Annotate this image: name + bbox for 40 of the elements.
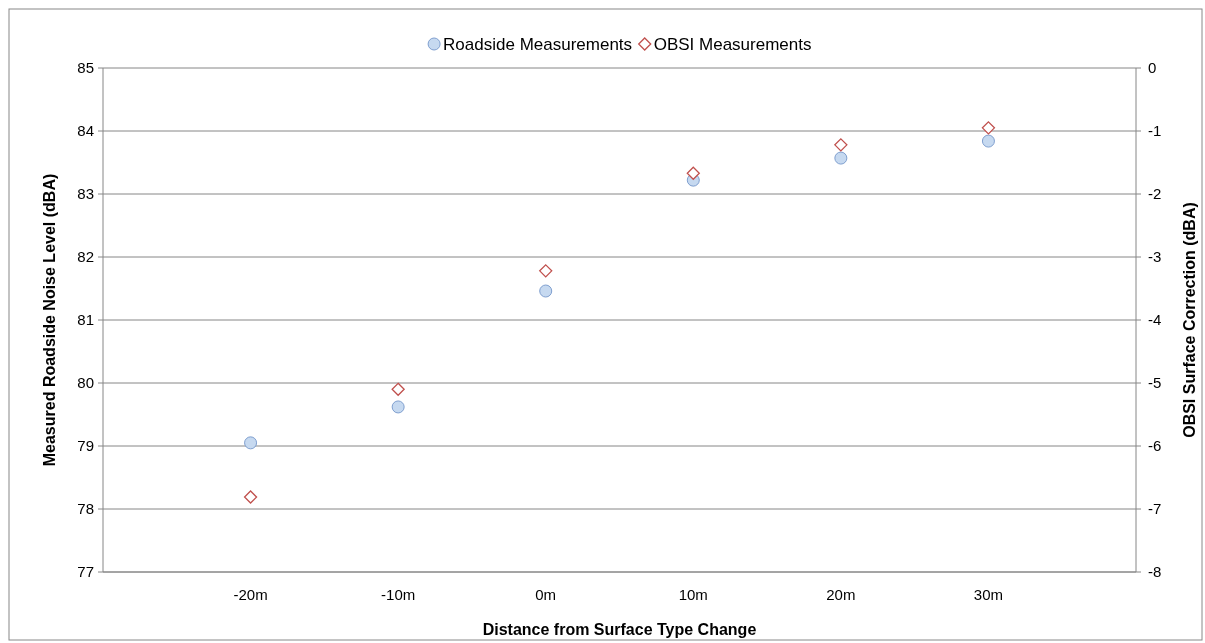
y2-tick-label: -8 [1148, 563, 1162, 581]
legend-label: OBSI Measurements [653, 34, 812, 54]
y-tick-label: 83 [77, 185, 94, 203]
point [244, 436, 258, 450]
point [834, 138, 848, 152]
y2-tick-label: -1 [1148, 122, 1162, 140]
y2-tick-label: -3 [1148, 248, 1162, 266]
legend-label: Roadside Measurements [443, 34, 633, 54]
y2-axis-title: OBSI Surface Correction (dBA) [1181, 202, 1198, 438]
y-tick-label: 85 [77, 59, 94, 77]
point [834, 151, 848, 165]
y2-tick-label: -2 [1148, 185, 1162, 203]
x-tick-label: -10m [381, 586, 416, 603]
point [391, 382, 405, 396]
x-tick-label: 30m [973, 586, 1004, 603]
x-axis-title: Distance from Surface Type Change [482, 621, 757, 638]
x-tick-label: 20m [826, 586, 856, 603]
point [981, 134, 995, 148]
point [539, 284, 553, 298]
point [981, 121, 996, 135]
y-axis-title: Measured Roadside Noise Level (dBA) [41, 173, 58, 467]
y-tick-label: 82 [77, 248, 94, 266]
y-tick-label: 79 [77, 437, 94, 455]
y2-tick-label: -5 [1148, 374, 1162, 392]
x-tick-label: -20m [233, 586, 268, 603]
point [391, 400, 405, 414]
y-tick-label: 77 [77, 563, 94, 581]
y2-tick-label: -4 [1148, 311, 1162, 329]
point [686, 166, 700, 180]
point [539, 264, 553, 278]
y2-tick-label: -6 [1148, 437, 1162, 455]
y-tick-label: 84 [77, 122, 94, 140]
y2-tick-label: -7 [1148, 500, 1162, 518]
x-tick-label: 0m [535, 586, 557, 603]
point [243, 490, 258, 504]
y-tick-label: 80 [77, 374, 94, 392]
x-tick-label: 10m [678, 586, 708, 603]
y-tick-label: 78 [77, 500, 94, 518]
y-tick-label: 81 [77, 311, 94, 329]
y2-tick-label: 0 [1148, 59, 1157, 77]
